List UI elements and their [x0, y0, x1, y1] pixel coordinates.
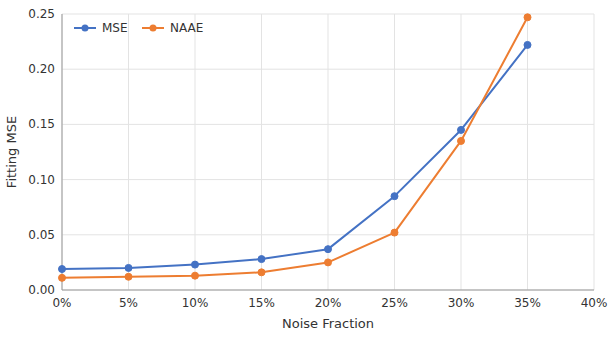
series-1: [59, 14, 532, 282]
legend-label: NAAE: [170, 21, 203, 35]
marks: [59, 14, 532, 282]
chart-svg: 0% 5% 10% 15% 20% 25% 30% 35% 40% 0.00 0.05 0.10 0.1…: [0, 0, 616, 338]
series-point: [524, 14, 531, 21]
x-tick-label: 40%: [581, 296, 608, 310]
y-grid-line: [62, 14, 594, 15]
x-tick-label: 15%: [248, 296, 275, 310]
x-grid-line: [527, 14, 528, 290]
y-axis-label: Fitting MSE: [4, 116, 19, 188]
y-grid-line: [62, 69, 594, 70]
y-grid-line: [62, 124, 594, 125]
series-point: [59, 266, 66, 273]
y-grid-line: [62, 234, 594, 235]
y-tick-label: 0.15: [28, 117, 55, 131]
x-grid-line: [261, 14, 262, 290]
x-tick-label: 5%: [119, 296, 138, 310]
y-tick-label: 0.25: [28, 7, 55, 21]
x-tick-label: 20%: [315, 296, 342, 310]
legend-marker: [150, 25, 157, 32]
series-point: [524, 41, 531, 48]
series-line: [62, 45, 528, 269]
chart-container: 0% 5% 10% 15% 20% 25% 30% 35% 40% 0.00 0.05 0.10 0.1…: [0, 0, 616, 338]
series-point: [192, 261, 199, 268]
x-tick-label: 0%: [52, 296, 71, 310]
x-grid-line: [461, 14, 462, 290]
y-grid-line: [62, 179, 594, 180]
x-grid-line: [594, 14, 595, 290]
x-tick-label: 10%: [182, 296, 209, 310]
grid: [62, 14, 594, 290]
series-line: [62, 17, 528, 278]
series-point: [258, 256, 265, 263]
y-tick-label: 0.10: [28, 173, 55, 187]
x-grid-line: [394, 14, 395, 290]
series-point: [192, 272, 199, 279]
series-point: [391, 229, 398, 236]
series-point: [125, 264, 132, 271]
x-axis-line: [62, 290, 594, 291]
y-tick-label: 0.05: [28, 228, 55, 242]
x-tick-label: 30%: [448, 296, 475, 310]
series-point: [59, 274, 66, 281]
x-tick-label: 35%: [514, 296, 541, 310]
x-grid-line: [62, 14, 63, 290]
series-point: [258, 269, 265, 276]
series-point: [325, 259, 332, 266]
series-point: [391, 193, 398, 200]
axes: 0% 5% 10% 15% 20% 25% 30% 35% 40% 0.00 0.05 0.10 0.1…: [4, 7, 607, 331]
legend-marker: [82, 25, 89, 32]
x-axis-label: Noise Fraction: [282, 316, 374, 331]
y-grid-line: [62, 290, 594, 291]
series-point: [458, 137, 465, 144]
legend: MSE NAAE: [74, 21, 203, 35]
y-tick-label: 0.00: [28, 283, 55, 297]
y-tick-label: 0.20: [28, 62, 55, 76]
series-point: [325, 246, 332, 253]
series-point: [458, 126, 465, 133]
series-0: [59, 41, 532, 272]
x-grid-line: [128, 14, 129, 290]
series-point: [125, 273, 132, 280]
y-axis-line: [62, 14, 63, 290]
legend-label: MSE: [102, 21, 128, 35]
x-tick-label: 25%: [381, 296, 408, 310]
x-grid-line: [195, 14, 196, 290]
